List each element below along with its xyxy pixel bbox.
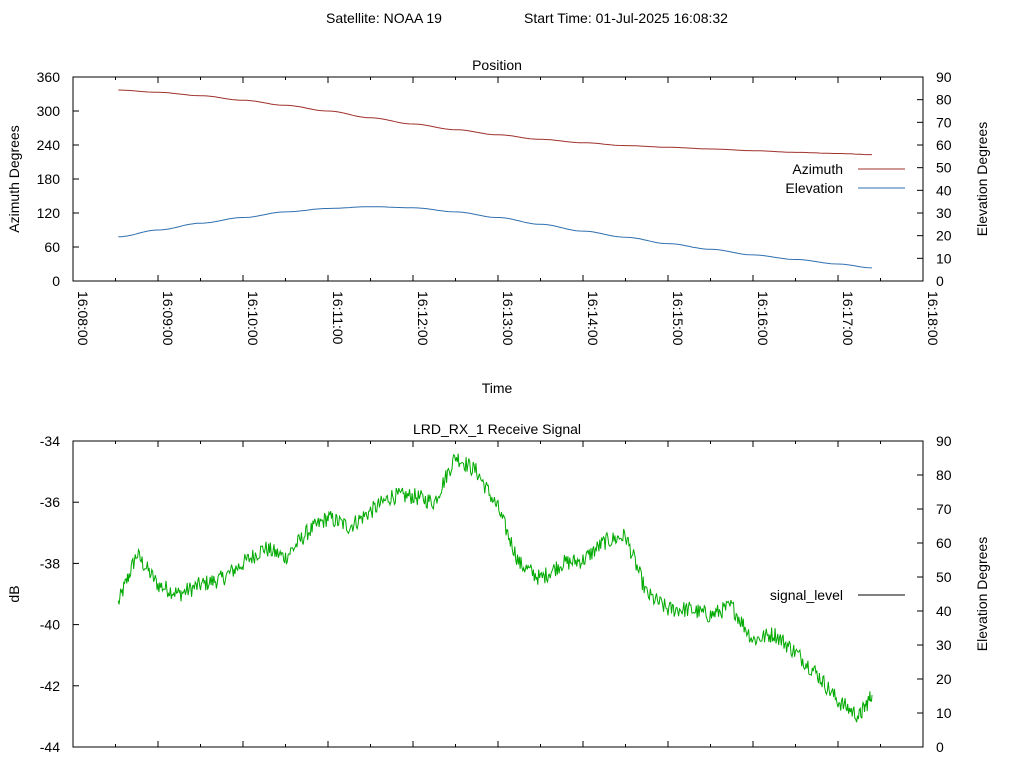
y-tick-label: 120 [37,205,61,221]
legend-label-azimuth: Azimuth [792,161,843,177]
y2-tick-label: 20 [936,671,952,687]
x-tick-label: 16:10:00 [245,291,261,346]
position-y2-axis-label: Elevation Degrees [974,122,990,236]
y2-tick-label: 60 [936,137,952,153]
y-tick-label: 60 [44,239,60,255]
y2-tick-label: 70 [936,114,952,130]
y2-tick-label: 0 [936,273,944,289]
signal-y-axis-label: dB [6,585,22,602]
y-tick-label: -36 [40,494,60,510]
position-chart: Position 0 60 120 180 240 300 360 0 10 20 30 40 50 60… [6,57,990,396]
x-tick-label: 16:09:00 [160,291,176,346]
x-tick-label: 16:08:00 [75,291,91,346]
x-tick-label: 16:12:00 [415,291,431,346]
y2-tick-label: 30 [936,637,952,653]
y2-tick-label: 80 [936,92,952,108]
y-tick-label: 300 [37,103,61,119]
y2-tick-label: 40 [936,603,952,619]
y-tick-label: -42 [40,678,60,694]
y2-tick-label: 60 [936,535,952,551]
position-title: Position [472,57,522,73]
signal-title: LRD_RX_1 Receive Signal [413,421,581,437]
x-tick-label: 16:13:00 [500,291,516,346]
y-tick-label: 360 [37,69,61,85]
series-line-azimuth [118,89,872,156]
x-tick-label: 16:18:00 [925,291,941,346]
signal-y2-axis-label: Elevation Degrees [974,537,990,651]
series-line-elevation [118,206,873,269]
series-line-signal-level [117,453,873,723]
y-tick-label: 240 [37,137,61,153]
y2-tick-label: 0 [936,739,944,755]
y-tick-label: -40 [40,617,60,633]
y-tick-label: -38 [40,555,60,571]
x-tick-label: 16:16:00 [755,291,771,346]
y2-tick-label: 50 [936,160,952,176]
y2-tick-label: 50 [936,569,952,585]
signal-legend: signal_level [770,587,905,603]
x-tick-label: 16:17:00 [840,291,856,346]
header-satellite: Satellite: NOAA 19 [326,10,442,26]
y2-tick-label: 90 [936,69,952,85]
x-tick-label: 16:15:00 [670,291,686,346]
legend-label-elevation: Elevation [785,180,843,196]
position-legend: Azimuth Elevation [785,161,905,196]
y2-tick-label: 70 [936,501,952,517]
position-plot-area [72,76,924,282]
y2-tick-label: 80 [936,467,952,483]
y2-tick-label: 10 [936,250,952,266]
y-tick-label: -34 [40,433,60,449]
y2-tick-label: 20 [936,228,952,244]
signal-chart: LRD_RX_1 Receive Signal -44 -42 -40 -38 -36 -… [6,421,990,755]
y2-tick-label: 10 [936,705,952,721]
x-tick-label: 16:14:00 [585,291,601,346]
y2-tick-label: 30 [936,205,952,221]
y2-tick-label: 40 [936,182,952,198]
y-tick-label: 180 [37,171,61,187]
y-tick-label: -44 [40,739,60,755]
y-tick-label: 0 [52,273,60,289]
y2-tick-label: 90 [936,433,952,449]
legend-label-signal-level: signal_level [770,587,843,603]
position-x-axis-label: Time [482,380,513,396]
x-tick-label: 16:11:00 [330,291,346,345]
header-start-time: Start Time: 01-Jul-2025 16:08:32 [524,10,728,26]
position-y-axis-label: Azimuth Degrees [6,125,22,232]
